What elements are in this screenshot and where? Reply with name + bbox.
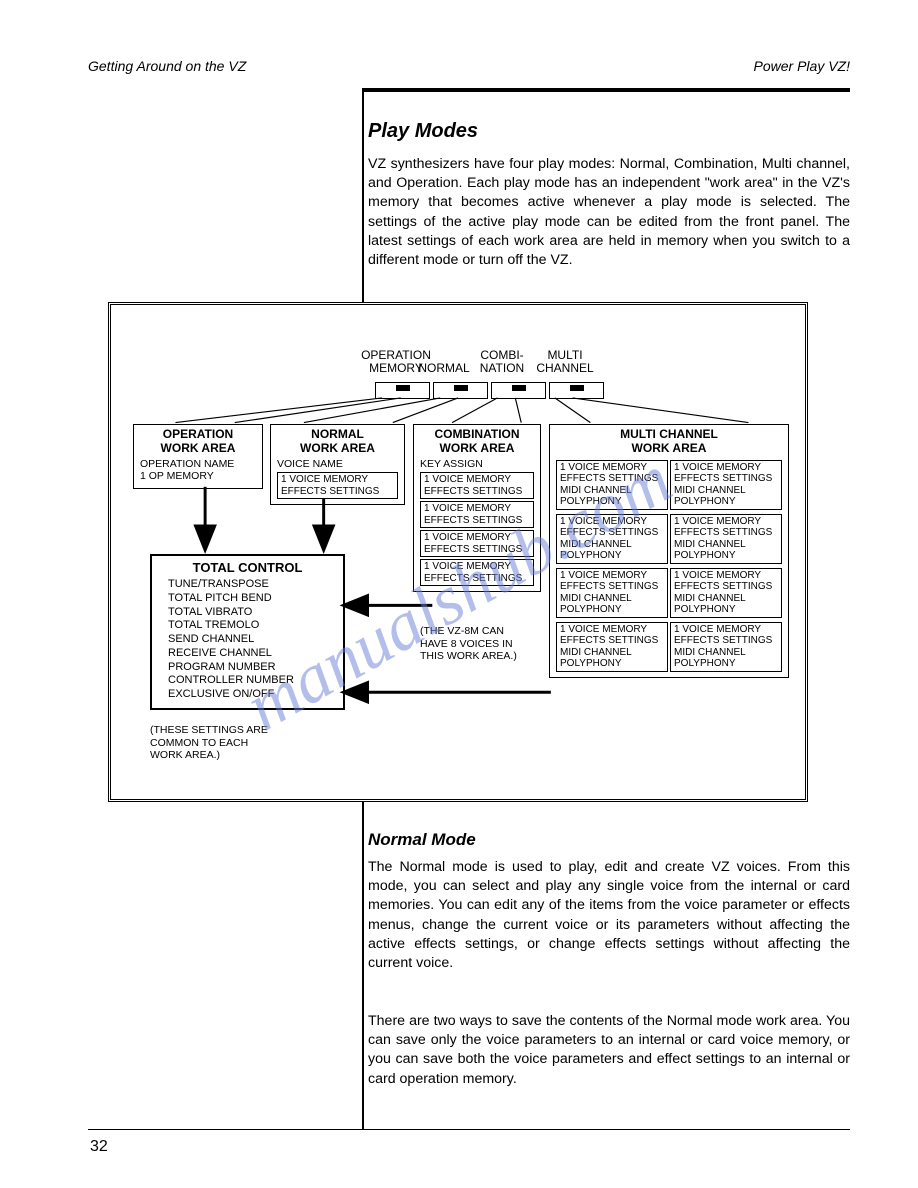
vz8m-note: (THE VZ-8M CAN HAVE 8 VOICES IN THIS WOR… <box>420 625 517 663</box>
section-normal-mode-p2: There are two ways to save the contents … <box>368 1012 850 1089</box>
total-control-list: TUNE/TRANSPOSE TOTAL PITCH BEND TOTAL VI… <box>160 578 335 702</box>
header-right: Power Play VZ! <box>754 58 850 74</box>
combination-sub-0: 1 VOICE MEMORY EFFECTS SETTINGS <box>420 472 534 499</box>
tc-1: TOTAL PITCH BEND <box>168 592 335 606</box>
tc-8: EXCLUSIVE ON/OFF <box>168 688 335 702</box>
btn-combination <box>491 382 546 399</box>
mc-sub-3: 1 VOICE MEMORY EFFECTS SETTINGS MIDI CHA… <box>670 514 782 564</box>
box-total-control: TOTAL CONTROL TUNE/TRANSPOSE TOTAL PITCH… <box>150 554 345 710</box>
footer-rule <box>88 1129 850 1131</box>
label-combination: COMBI- NATION <box>473 349 531 375</box>
tc-4: SEND CHANNEL <box>168 633 335 647</box>
tc-2: TOTAL VIBRATO <box>168 606 335 620</box>
label-normal: NORMAL <box>415 362 473 375</box>
section-normal-mode-title: Normal Mode <box>368 830 476 850</box>
mc-sub-4: 1 VOICE MEMORY EFFECTS SETTINGS MIDI CHA… <box>556 568 668 618</box>
mc-sub-5: 1 VOICE MEMORY EFFECTS SETTINGS MIDI CHA… <box>670 568 782 618</box>
total-control-title: TOTAL CONTROL <box>160 560 335 575</box>
box-operation-work-area: OPERATION WORK AREA OPERATION NAME 1 OP … <box>133 424 263 489</box>
tc-7: CONTROLLER NUMBER <box>168 674 335 688</box>
operation-wa-l2: 1 OP MEMORY <box>140 470 256 483</box>
common-settings-note: (THESE SETTINGS ARE COMMON TO EACH WORK … <box>150 724 268 762</box>
combination-sub-1: 1 VOICE MEMORY EFFECTS SETTINGS <box>420 501 534 528</box>
combination-sub-2: 1 VOICE MEMORY EFFECTS SETTINGS <box>420 530 534 557</box>
combination-wa-title: COMBINATION WORK AREA <box>420 428 534 456</box>
normal-wa-subbox: 1 VOICE MEMORY EFFECTS SETTINGS <box>277 472 398 499</box>
mc-sub-2: 1 VOICE MEMORY EFFECTS SETTINGS MIDI CHA… <box>556 514 668 564</box>
mc-sub-6: 1 VOICE MEMORY EFFECTS SETTINGS MIDI CHA… <box>556 622 668 672</box>
tc-3: TOTAL TREMOLO <box>168 619 335 633</box>
normal-wa-line: VOICE NAME <box>277 458 398 471</box>
normal-wa-title: NORMAL WORK AREA <box>277 428 398 456</box>
btn-normal <box>433 382 488 399</box>
multichannel-wa-title: MULTI CHANNEL WORK AREA <box>556 428 782 456</box>
section-normal-mode-p1: The Normal mode is used to play, edit an… <box>368 858 850 973</box>
tc-5: RECEIVE CHANNEL <box>168 647 335 661</box>
mc-sub-1: 1 VOICE MEMORY EFFECTS SETTINGS MIDI CHA… <box>670 460 782 510</box>
label-multichannel: MULTI CHANNEL <box>531 349 599 375</box>
operation-wa-title: OPERATION WORK AREA <box>140 428 256 456</box>
combination-sub-3: 1 VOICE MEMORY EFFECTS SETTINGS <box>420 559 534 586</box>
box-normal-work-area: NORMAL WORK AREA VOICE NAME 1 VOICE MEMO… <box>270 424 405 505</box>
header-left: Getting Around on the VZ <box>88 58 246 74</box>
btn-multichannel <box>549 382 604 399</box>
box-combination-work-area: COMBINATION WORK AREA KEY ASSIGN 1 VOICE… <box>413 424 541 592</box>
btn-operation-memory <box>375 382 430 399</box>
mc-sub-7: 1 VOICE MEMORY EFFECTS SETTINGS MIDI CHA… <box>670 622 782 672</box>
box-multichannel-work-area: MULTI CHANNEL WORK AREA 1 VOICE MEMORY E… <box>549 424 789 678</box>
mc-sub-0: 1 VOICE MEMORY EFFECTS SETTINGS MIDI CHA… <box>556 460 668 510</box>
diagram-frame: OPERATION MEMORY NORMAL COMBI- NATION MU… <box>108 302 808 802</box>
combination-wa-line: KEY ASSIGN <box>420 458 534 471</box>
tc-0: TUNE/TRANSPOSE <box>168 578 335 592</box>
section-play-modes-text: VZ synthesizers have four play modes: No… <box>368 155 850 270</box>
tc-6: PROGRAM NUMBER <box>168 661 335 675</box>
operation-wa-l1: OPERATION NAME <box>140 458 256 471</box>
section-play-modes-title: Play Modes <box>368 120 478 143</box>
header-rule <box>362 88 850 92</box>
page-number: 32 <box>90 1138 108 1156</box>
